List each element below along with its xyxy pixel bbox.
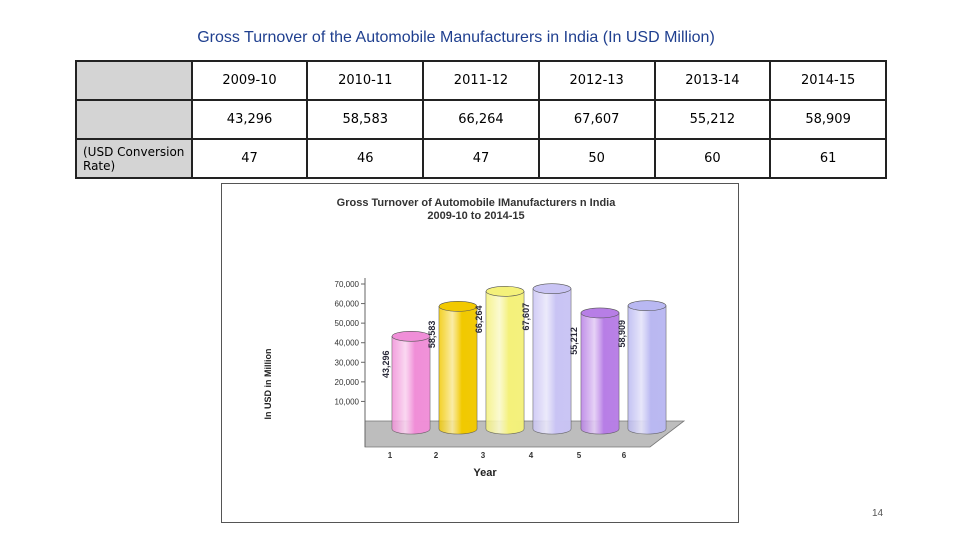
y-tick-label: 50,000 — [335, 319, 360, 328]
y-tick-label: 40,000 — [335, 339, 360, 348]
y-axis-label: In USD in Million — [263, 349, 273, 420]
bar-data-label: 43,296 — [381, 350, 391, 378]
table-cell: 55,212 — [653, 99, 772, 140]
table-row-conversion-rate: (USD Conversion Rate) 47 46 47 50 60 61 — [75, 138, 887, 179]
y-tick-label: 70,000 — [335, 280, 360, 289]
chart-canvas: Gross Turnover of Automobile IManufactur… — [263, 197, 686, 479]
turnover-table: 2009-10 2010-11 2011-12 2012-13 2013-14 … — [75, 60, 887, 179]
table-cell: 47 — [422, 138, 540, 179]
y-tick-label: 60,000 — [335, 300, 360, 309]
table-row-turnover: 43,296 58,583 66,264 67,607 55,212 58,90… — [75, 99, 887, 140]
table-cell: 58,909 — [769, 99, 887, 140]
x-tick-label: 1 — [388, 451, 393, 460]
table-header-row: 2009-10 2010-11 2011-12 2012-13 2013-14 … — [75, 60, 887, 101]
bar-data-label: 55,212 — [569, 327, 579, 355]
y-tick-label: 10,000 — [335, 397, 360, 406]
table-row-label — [75, 99, 193, 140]
x-tick-label: 2 — [434, 451, 439, 460]
table-cell: 66,264 — [422, 99, 540, 140]
chart-title: Gross Turnover of Automobile IManufactur… — [337, 197, 617, 209]
table-header-cell: 2009-10 — [190, 60, 309, 101]
turnover-chart: Gross Turnover of Automobile IManufactur… — [221, 183, 739, 523]
table-header-cell: 2014-15 — [769, 60, 887, 101]
table-cell: 50 — [537, 138, 656, 179]
chart-bar — [485, 286, 525, 435]
bar-data-label: 66,264 — [474, 306, 484, 334]
bar-data-label: 67,607 — [521, 303, 531, 331]
table-cell: 61 — [769, 138, 887, 179]
table-row-label: (USD Conversion Rate) — [75, 138, 193, 179]
table-header-cell: 2012-13 — [537, 60, 656, 101]
table-corner-cell — [75, 60, 193, 101]
table-cell: 46 — [306, 138, 425, 179]
chart-subtitle: 2009-10 to 2014-15 — [427, 210, 524, 222]
table-cell: 43,296 — [190, 99, 309, 140]
slide-title: Gross Turnover of the Automobile Manufac… — [197, 29, 715, 46]
table-header-cell: 2010-11 — [306, 60, 425, 101]
table-header-cell: 2011-12 — [422, 60, 540, 101]
x-axis-label: Year — [473, 467, 497, 479]
y-tick-label: 20,000 — [335, 378, 360, 387]
table-cell: 60 — [653, 138, 772, 179]
table-cell: 58,583 — [306, 99, 425, 140]
x-tick-label: 5 — [577, 451, 582, 460]
table-cell: 67,607 — [537, 99, 656, 140]
chart-bar — [627, 300, 667, 435]
table-cell: 47 — [190, 138, 309, 179]
page-number: 14 — [872, 508, 884, 519]
chart-bar — [580, 307, 620, 435]
table-header-cell: 2013-14 — [653, 60, 772, 101]
x-tick-label: 6 — [622, 451, 627, 460]
chart-bar — [438, 301, 478, 435]
bar-data-label: 58,909 — [617, 320, 627, 348]
y-tick-label: 30,000 — [335, 358, 360, 367]
x-tick-label: 3 — [481, 451, 486, 460]
bar-data-label: 58,583 — [427, 321, 437, 349]
chart-bar — [391, 330, 431, 435]
x-tick-label: 4 — [529, 451, 534, 460]
chart-bar — [532, 283, 572, 435]
